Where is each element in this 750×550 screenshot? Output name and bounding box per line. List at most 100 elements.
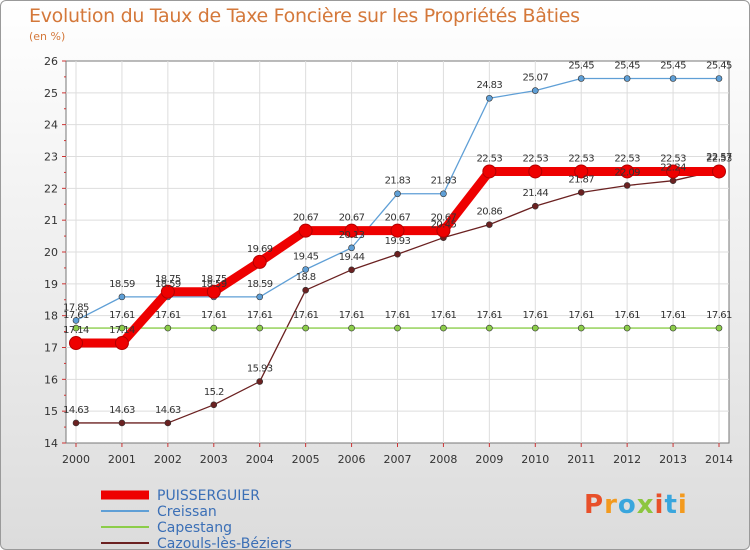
data-point [486, 324, 493, 332]
data-label: 17.85 [63, 302, 89, 313]
data-label: 20.67 [385, 213, 411, 224]
y-tick-label: 17 [44, 342, 58, 355]
data-point [669, 75, 677, 82]
data-label: 17.61 [247, 310, 273, 321]
data-label: 18.8 [296, 272, 316, 283]
data-point [72, 324, 80, 332]
data-label: 19.45 [293, 252, 319, 263]
data-label: 20.67 [293, 213, 319, 224]
data-point [394, 324, 401, 332]
data-point [666, 164, 681, 179]
data-label: 22.53 [614, 153, 640, 164]
data-label: 19.93 [385, 236, 411, 247]
data-label: 22.53 [568, 153, 594, 164]
chart-title: Evolution du Taux de Taxe Foncière sur l… [29, 5, 580, 27]
data-point [394, 250, 401, 258]
data-label: 22.53 [706, 153, 732, 164]
data-point [164, 419, 172, 427]
data-label: 25.45 [568, 61, 594, 72]
data-point [256, 293, 264, 301]
y-tick-label: 26 [44, 55, 58, 68]
data-label: 25.45 [706, 61, 732, 72]
data-label: 21.44 [522, 188, 548, 199]
data-label: 14.63 [109, 405, 135, 416]
data-point [577, 75, 585, 82]
data-point [72, 419, 80, 427]
data-label: 24.83 [477, 80, 503, 91]
data-label: 17.61 [660, 310, 686, 321]
x-tick-label: 2012 [613, 453, 641, 466]
data-label: 18.59 [201, 279, 227, 290]
data-point [623, 324, 631, 332]
data-point [486, 221, 493, 228]
data-label: 25.45 [614, 61, 640, 72]
data-label: 17.61 [568, 310, 594, 321]
data-point [394, 190, 401, 198]
logo-letter: i [654, 490, 665, 520]
data-point [118, 419, 126, 427]
data-point [298, 223, 313, 238]
data-point [256, 378, 264, 385]
data-point [712, 164, 726, 179]
data-point [531, 324, 539, 332]
data-point [669, 324, 677, 332]
data-point [302, 266, 309, 273]
proxiti-logo: Proxiti [584, 490, 688, 520]
data-point [118, 293, 126, 301]
y-tick-label: 14 [44, 437, 58, 450]
data-point [620, 164, 635, 179]
data-label: 17.61 [477, 310, 503, 321]
data-point [531, 87, 539, 94]
data-point [486, 94, 493, 102]
data-label: 17.14 [63, 325, 89, 336]
x-tick-label: 2010 [521, 453, 549, 466]
legend-label: PUISSERGUIER [157, 488, 260, 504]
data-point [482, 164, 497, 179]
legend-label: Cazouls-lès-Béziers [157, 536, 292, 549]
y-tick-label: 18 [44, 310, 58, 323]
data-label: 17.14 [109, 325, 135, 336]
x-tick-label: 2005 [292, 453, 320, 466]
data-point [252, 254, 267, 269]
x-tick-label: 2001 [108, 453, 136, 466]
data-point [118, 324, 126, 332]
data-point [574, 164, 589, 179]
x-tick-label: 2014 [705, 453, 733, 466]
logo-letter: o [617, 490, 637, 520]
data-label: 15.2 [204, 387, 224, 398]
chart-unit: (en %) [29, 30, 66, 43]
data-point [72, 317, 80, 324]
data-point [528, 164, 543, 179]
y-tick-label: 16 [44, 373, 58, 386]
y-tick-label: 25 [44, 87, 58, 100]
data-label: 20.67 [431, 213, 457, 224]
data-point [577, 189, 585, 196]
data-label: 17.61 [339, 310, 365, 321]
logo-letter: r [604, 490, 618, 520]
data-label: 20.86 [477, 207, 503, 218]
data-label: 15.93 [247, 364, 273, 375]
data-point [669, 177, 677, 184]
x-tick-label: 2003 [200, 453, 228, 466]
x-tick-label: 2011 [567, 453, 595, 466]
data-point [715, 75, 723, 82]
data-point [623, 75, 631, 82]
logo-letter: i [677, 490, 688, 520]
data-point [160, 284, 175, 299]
data-point [164, 324, 172, 332]
logo-letter: P [584, 490, 605, 520]
logo-letter: t [664, 490, 678, 520]
data-label: 17.61 [706, 310, 732, 321]
data-label: 17.61 [522, 310, 548, 321]
x-tick-label: 2009 [475, 453, 503, 466]
y-tick-label: 15 [44, 405, 58, 418]
data-point [348, 324, 355, 332]
data-label: 19.69 [247, 244, 273, 255]
data-label: 25.45 [660, 61, 686, 72]
legend-label: Creissan [157, 504, 217, 520]
data-label: 22.53 [522, 153, 548, 164]
x-tick-label: 2006 [338, 453, 366, 466]
data-label: 20.67 [339, 213, 365, 224]
data-label: 17.61 [201, 310, 227, 321]
